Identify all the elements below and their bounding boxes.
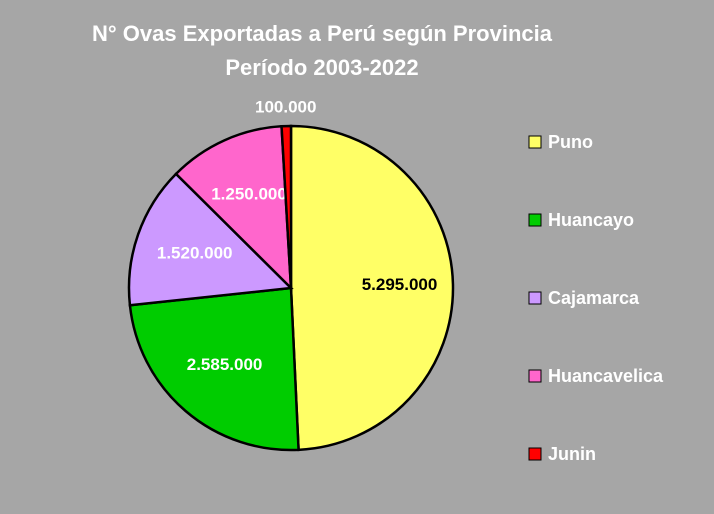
chart-subtitle: Período 2003-2022 (225, 55, 418, 80)
pie-slice (174, 124, 293, 292)
legend-swatch (528, 369, 542, 383)
pie-slice (127, 172, 294, 307)
pie-slice (289, 124, 455, 452)
legend-label: Huancayo (548, 210, 634, 230)
legend-label: Huancavelica (548, 366, 664, 386)
data-label: 100.000 (255, 98, 316, 117)
pie-slice (128, 286, 300, 452)
legend-swatch (528, 213, 542, 227)
legend-label: Junin (548, 444, 596, 464)
legend-swatch (528, 291, 542, 305)
chart-title: N° Ovas Exportadas a Perú según Provinci… (92, 21, 553, 46)
legend-swatch (528, 447, 542, 461)
legend-swatch (528, 135, 542, 149)
legend-label: Cajamarca (548, 288, 640, 308)
data-label: 1.250.000 (211, 184, 287, 203)
pie-slice (280, 124, 293, 289)
data-label: 2.585.000 (187, 355, 263, 374)
legend-label: Puno (548, 132, 593, 152)
data-label: 1.520.000 (157, 244, 233, 263)
data-label: 5.295.000 (362, 275, 438, 294)
